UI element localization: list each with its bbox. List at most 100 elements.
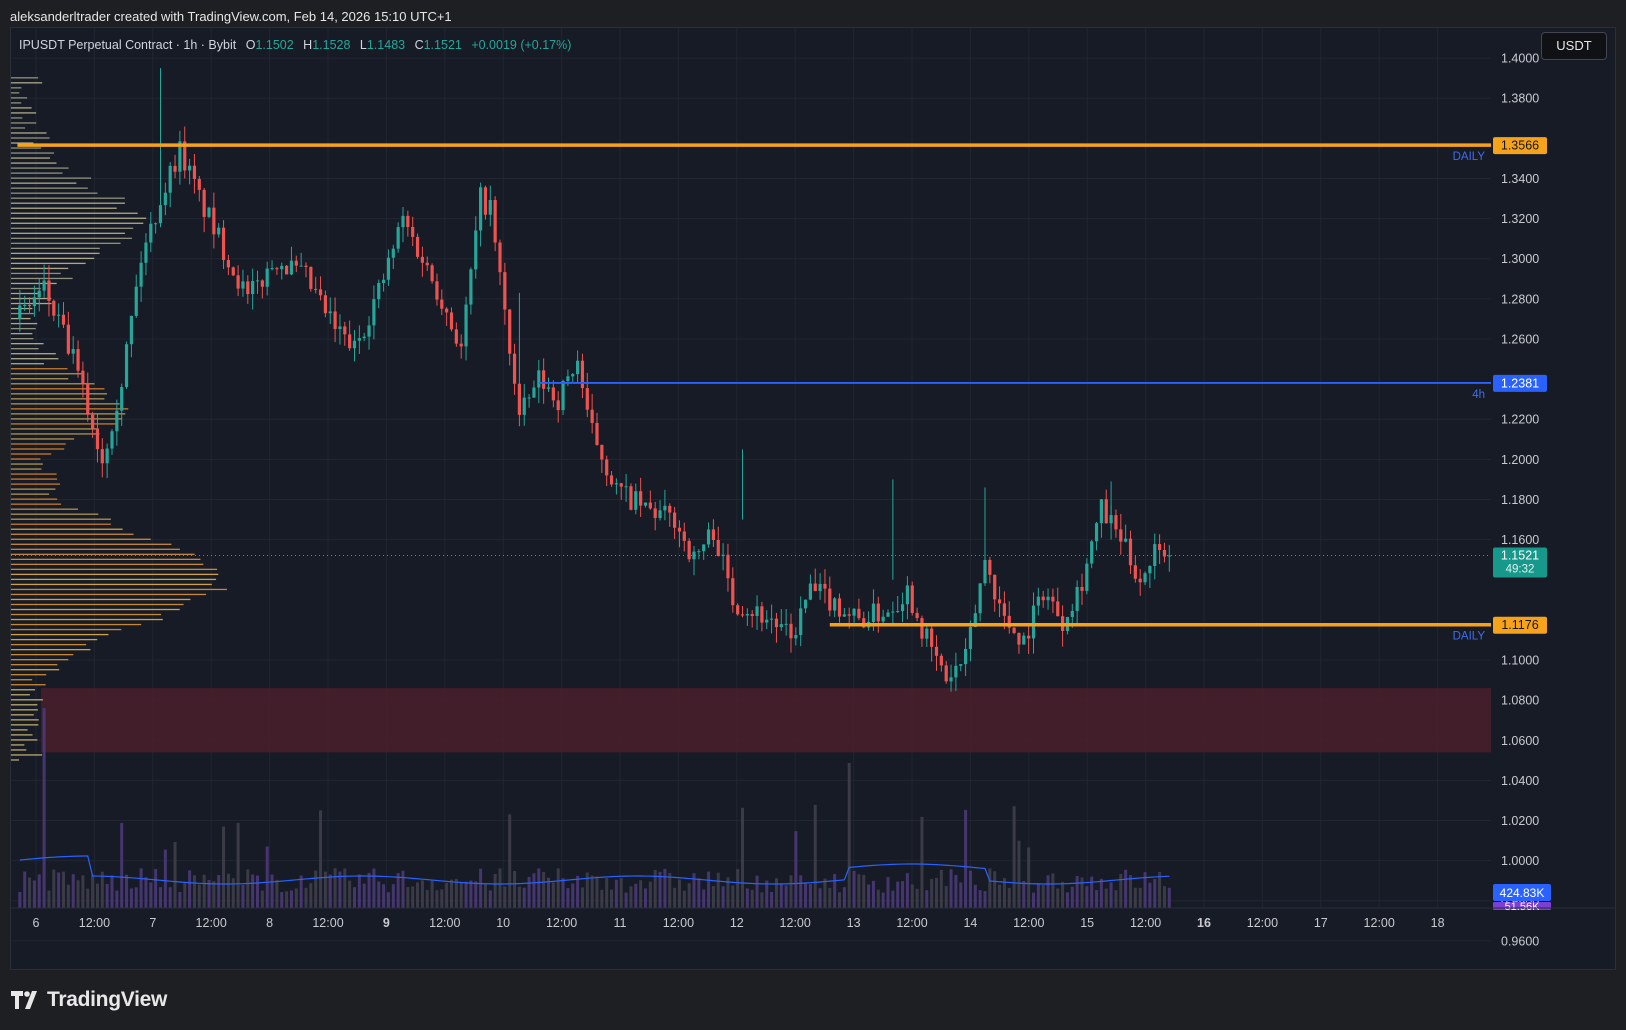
profile-bar [11, 277, 73, 280]
candle [1036, 596, 1040, 606]
volume-bar [755, 875, 759, 908]
candle [449, 312, 454, 330]
volume-bar [998, 884, 1002, 908]
candle [920, 618, 924, 639]
volume-bar [1017, 840, 1021, 908]
volume-bar [173, 841, 177, 908]
symbol-title[interactable]: IPUSDT Perpetual Contract · 1h · Bybit [19, 38, 237, 52]
profile-bar [11, 383, 95, 385]
candle [842, 614, 846, 617]
profile-bar [11, 272, 61, 275]
profile-bar [11, 684, 46, 686]
volume-bar [498, 868, 502, 908]
volume-bar [789, 875, 793, 908]
candle [716, 540, 720, 557]
candle [37, 290, 41, 298]
level-price-label: 1.2381 [1501, 376, 1539, 390]
candle [503, 272, 507, 310]
volume-bar [1070, 886, 1074, 908]
candle [886, 612, 890, 617]
candle [1099, 499, 1103, 524]
volume-bar [808, 884, 812, 908]
candle [760, 606, 764, 623]
volume-bar [799, 875, 803, 908]
volume-bar [23, 871, 27, 908]
level-tag: 4h [1472, 389, 1485, 401]
countdown-label: 49:32 [1506, 563, 1535, 575]
volume-bar [886, 877, 890, 908]
candle [1002, 603, 1006, 616]
volume-bar [838, 892, 841, 908]
candle [23, 304, 27, 306]
low-label: L [359, 38, 367, 52]
volume-bar [619, 878, 623, 908]
profile-bar [11, 603, 184, 606]
volume-bar [881, 892, 885, 908]
candle [76, 349, 80, 371]
volume-bar [125, 874, 129, 908]
volume-bar [901, 881, 905, 908]
volume-bar [1041, 885, 1045, 908]
volume-bar [542, 871, 546, 908]
volume-bar [862, 874, 866, 908]
volume-bar [154, 869, 158, 908]
volume-bar [294, 888, 298, 908]
candle [925, 628, 929, 639]
volume-bar [1158, 871, 1162, 908]
candle [183, 141, 187, 171]
candle [483, 187, 488, 215]
volume-bar [474, 881, 478, 908]
candle [415, 236, 420, 257]
profile-bar [11, 348, 39, 350]
profile-bar [11, 578, 217, 581]
volume-badge-label: 424.83K [1500, 886, 1545, 900]
candle [406, 215, 410, 227]
level-price-badge [1493, 137, 1547, 155]
volume-bar [610, 889, 614, 908]
volume-bar [1129, 875, 1132, 908]
candle [964, 648, 968, 665]
volume-bar [823, 878, 827, 908]
volume-bar [37, 874, 41, 908]
volume-bar [707, 871, 711, 908]
profile-bar [11, 558, 201, 560]
volume-bar [930, 879, 934, 908]
candle [163, 192, 167, 206]
volume-bar [280, 892, 284, 908]
volume-bar [673, 887, 677, 908]
volume-bar [770, 892, 774, 908]
time-tick-label: 12:00 [429, 916, 460, 930]
volume-bar [1065, 892, 1069, 908]
volume-bar [411, 886, 415, 908]
profile-bar [11, 689, 35, 691]
volume-bar [226, 873, 230, 908]
level-price-badge [1493, 616, 1547, 634]
candle [522, 397, 526, 415]
open-label: O [245, 38, 256, 52]
currency-button[interactable]: USDT [1541, 32, 1607, 60]
volume-bar [425, 889, 429, 908]
volume-bar [813, 804, 817, 908]
volume-bar [1036, 883, 1040, 908]
candle [270, 268, 274, 270]
candle [1022, 635, 1026, 645]
volume-bar [513, 870, 517, 908]
price-axis: 1.4000 1.3800 1.3400 1.3200 1.3000 1.2800 1.26… [1501, 52, 1539, 949]
candle [158, 205, 163, 224]
candle [997, 599, 1002, 604]
profile-bar [11, 368, 68, 370]
candle [246, 281, 250, 295]
candle [566, 376, 570, 381]
price-chart[interactable]: 6 12:00 7 12:00 8 12:00 9 12:00 10 12:00 11 12:00 12… [11, 28, 1616, 970]
price-tick-label: 1.0200 [1501, 814, 1539, 828]
volume-bar [265, 846, 269, 908]
profile-bar [11, 443, 66, 445]
candle [546, 387, 551, 389]
volume-bar [178, 891, 182, 908]
candle [944, 665, 948, 682]
chart-panel[interactable]: 6 12:00 7 12:00 8 12:00 9 12:00 10 12:00 11 12:00 12… [10, 27, 1616, 970]
candle [66, 324, 70, 354]
volume-bar [110, 875, 114, 908]
profile-bar [11, 533, 134, 535]
candle [357, 338, 361, 341]
